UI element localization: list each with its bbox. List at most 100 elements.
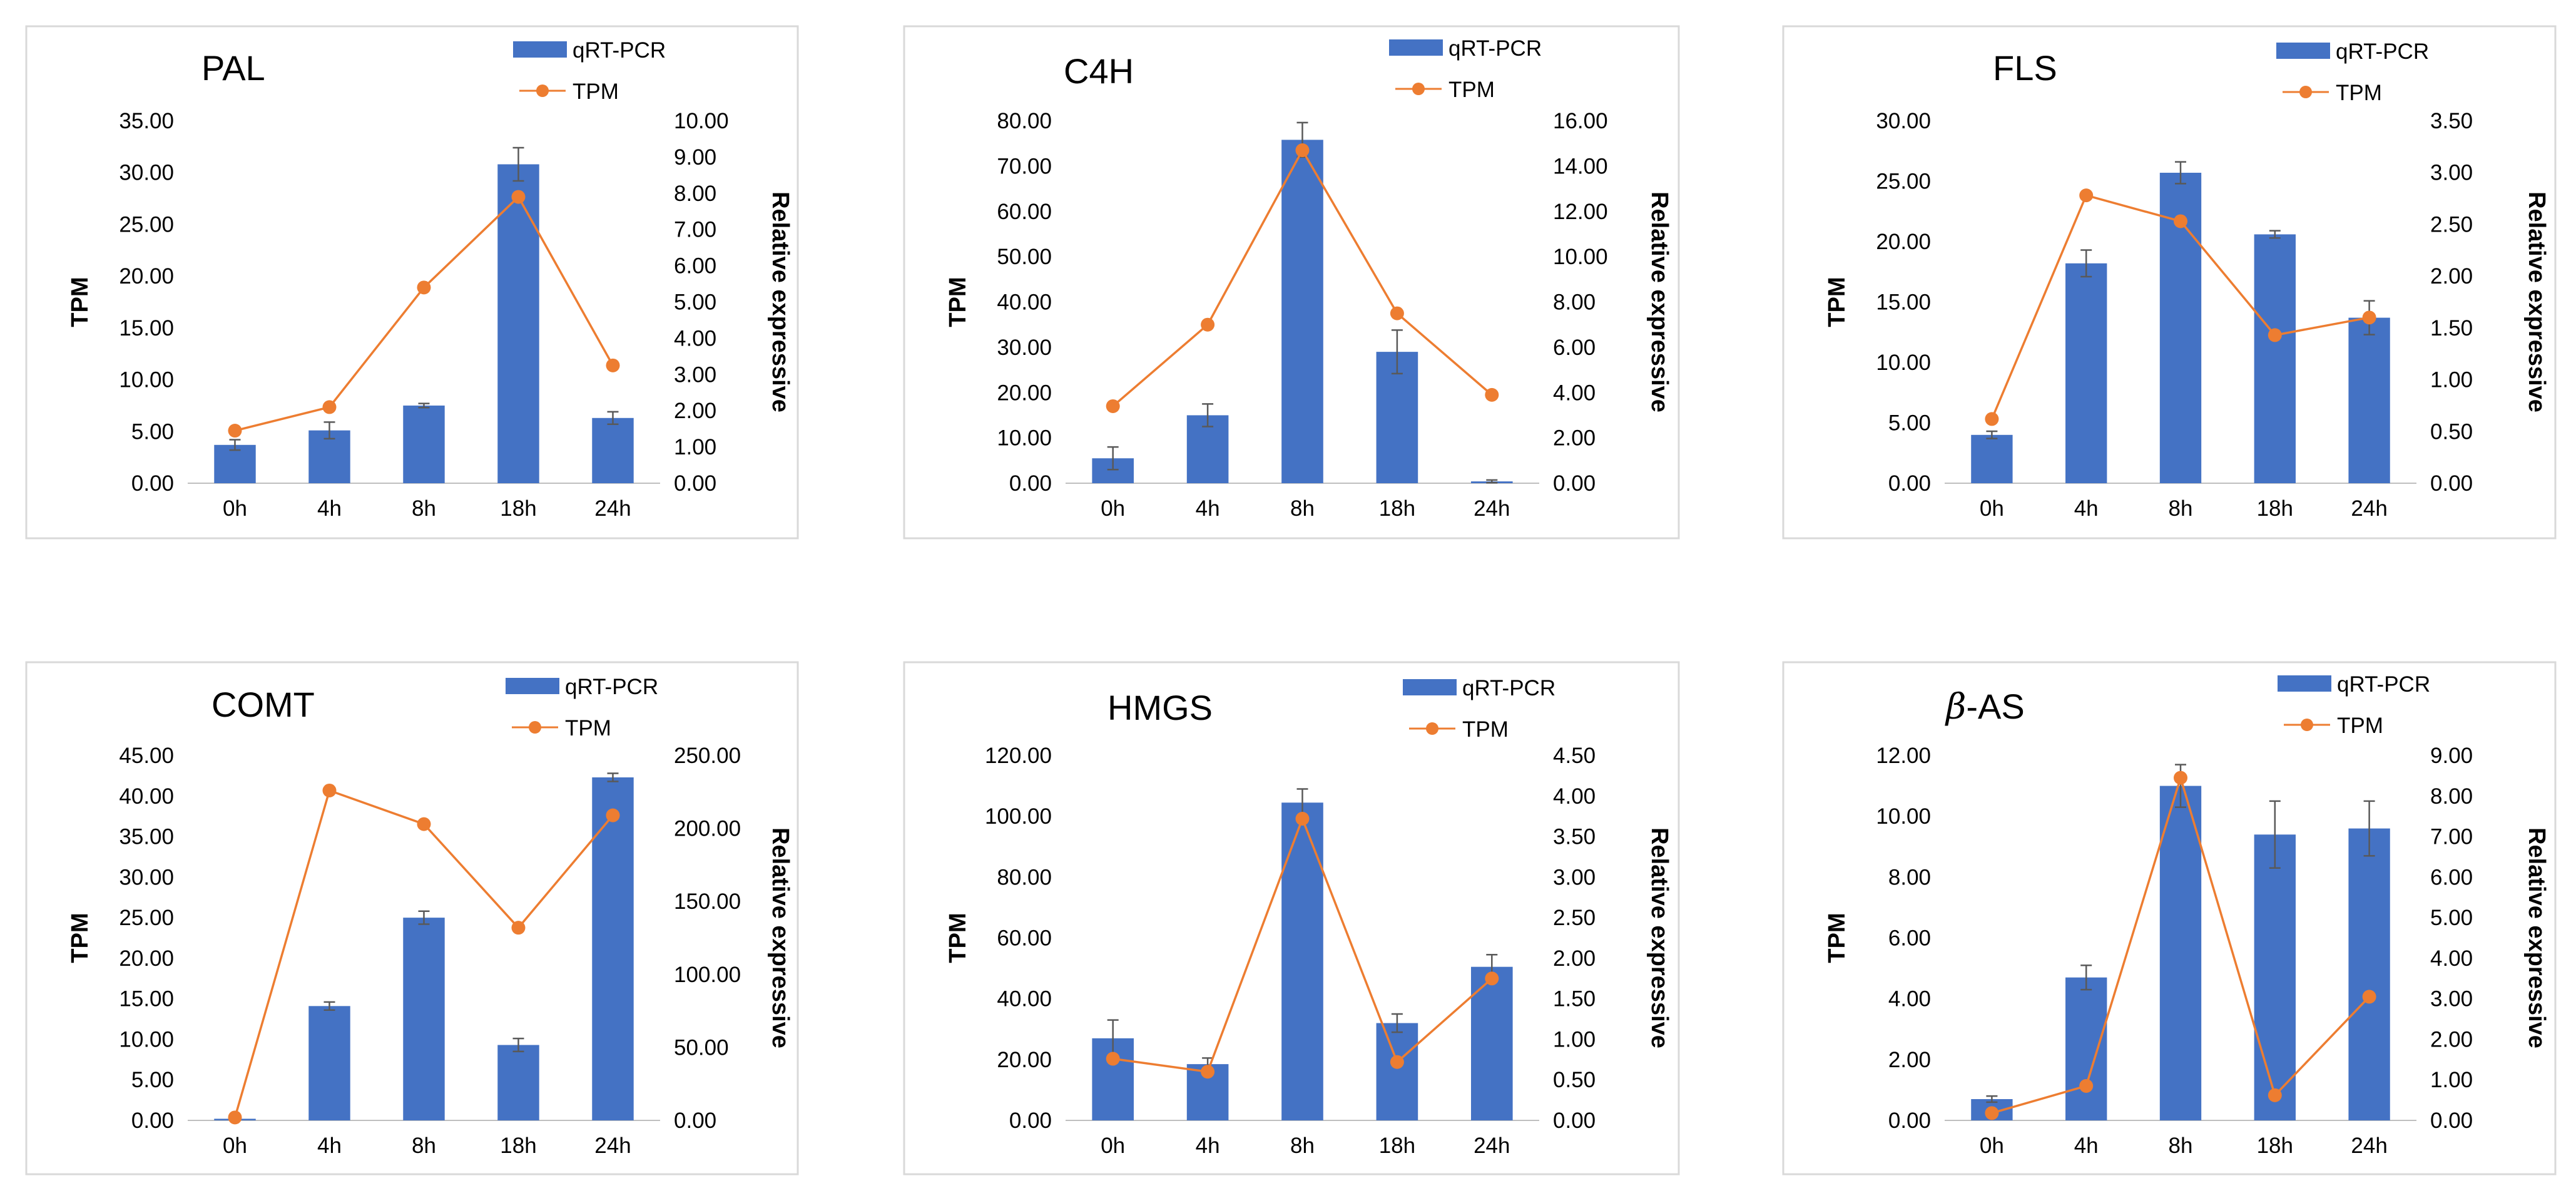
tpm-point-24h bbox=[2362, 310, 2376, 325]
x-tick-label: 8h bbox=[1290, 496, 1315, 521]
legend-bar-swatch bbox=[513, 41, 567, 58]
legend-bar-swatch bbox=[2276, 43, 2330, 59]
y-tick-label: 40.00 bbox=[119, 784, 174, 809]
y-tick-label: 40.00 bbox=[997, 290, 1052, 315]
y-tick-label: 40.00 bbox=[997, 987, 1052, 1011]
tpm-point-24h bbox=[2362, 990, 2376, 1004]
legend-line-label: TPM bbox=[2336, 81, 2382, 105]
y2-tick-label: 1.00 bbox=[2430, 368, 2473, 392]
x-tick-label: 8h bbox=[412, 1134, 436, 1158]
y-axis-title: TPM bbox=[1824, 277, 1850, 327]
y-tick-label: 80.00 bbox=[997, 109, 1052, 133]
chart-title: FLS bbox=[1993, 48, 2057, 88]
y2-tick-label: 0.00 bbox=[2430, 1109, 2473, 1133]
y-tick-label: 20.00 bbox=[119, 264, 174, 289]
x-tick-label: 18h bbox=[1379, 496, 1415, 521]
y2-tick-label: 100.00 bbox=[674, 963, 741, 987]
x-tick-label: 0h bbox=[1980, 496, 2004, 521]
y-tick-label: 25.00 bbox=[1876, 170, 1931, 194]
y2-tick-label: 4.50 bbox=[1553, 744, 1596, 768]
y-axis-title: TPM bbox=[945, 277, 971, 327]
tpm-point-18h bbox=[511, 190, 526, 204]
legend-bar-swatch bbox=[1389, 39, 1443, 56]
tpm-point-8h bbox=[1295, 812, 1310, 826]
y-tick-label: 5.00 bbox=[1888, 411, 1931, 436]
y2-tick-label: 0.50 bbox=[1553, 1068, 1596, 1092]
y-axis-title: TPM bbox=[1824, 913, 1850, 963]
legend-line-marker bbox=[2301, 719, 2313, 731]
legend-bar-label: qRT-PCR bbox=[565, 675, 658, 699]
tpm-point-4h bbox=[2079, 1078, 2094, 1093]
legend-line-label: TPM bbox=[565, 716, 611, 740]
y-tick-label: 60.00 bbox=[997, 200, 1052, 224]
legend-bar-swatch bbox=[1403, 679, 1457, 695]
x-tick-label: 24h bbox=[594, 496, 631, 521]
y2-tick-label: 12.00 bbox=[1553, 200, 1608, 224]
y2-tick-label: 1.00 bbox=[674, 435, 716, 459]
y-tick-label: 0.00 bbox=[131, 471, 174, 496]
y-tick-label: 15.00 bbox=[119, 316, 174, 340]
tpm-point-8h bbox=[2174, 771, 2187, 785]
y2-tick-label: 150.00 bbox=[674, 889, 741, 914]
legend-line-marker bbox=[2299, 86, 2312, 98]
y2-tick-label: 50.00 bbox=[674, 1035, 729, 1060]
y-tick-label: 100.00 bbox=[985, 804, 1052, 829]
legend-bar-swatch bbox=[506, 678, 559, 694]
y-tick-label: 10.00 bbox=[1876, 351, 1931, 375]
y-tick-label: 0.00 bbox=[1009, 471, 1052, 496]
bar-18h bbox=[1376, 1023, 1418, 1120]
y-tick-label: 20.00 bbox=[997, 381, 1052, 405]
y-tick-label: 15.00 bbox=[119, 987, 174, 1011]
x-tick-label: 24h bbox=[1474, 1134, 1510, 1158]
y-tick-label: 50.00 bbox=[997, 245, 1052, 269]
y-tick-label: 5.00 bbox=[131, 419, 174, 444]
chart-panel-3: FLS qRT-PCR TPM 0.00 5.00 10.00 15.00 20.00 25.0… bbox=[1782, 25, 2557, 540]
chart-panel-6: β-AS qRT-PCR TPM 0.00 2.00 4.00 6.00 8.00 10.00 1… bbox=[1782, 661, 2557, 1175]
y2-axis-title: Relative expressive bbox=[767, 192, 793, 412]
y-axis-title: TPM bbox=[945, 913, 971, 963]
y-tick-label: 120.00 bbox=[985, 744, 1052, 768]
x-tick-label: 0h bbox=[223, 1134, 247, 1158]
y2-tick-label: 2.00 bbox=[1553, 426, 1596, 451]
y-axis-title: TPM bbox=[67, 913, 93, 963]
y2-tick-label: 8.00 bbox=[1553, 290, 1596, 315]
tpm-point-8h bbox=[1295, 143, 1310, 158]
tpm-point-8h bbox=[2174, 214, 2187, 228]
y-tick-label: 80.00 bbox=[997, 865, 1052, 889]
bar-0h bbox=[1971, 434, 2013, 483]
y2-tick-label: 4.00 bbox=[1553, 381, 1596, 405]
y-tick-label: 2.00 bbox=[1888, 1048, 1931, 1072]
y2-tick-label: 1.50 bbox=[2430, 316, 2473, 340]
y2-tick-label: 8.00 bbox=[674, 182, 716, 206]
x-tick-label: 0h bbox=[1101, 1134, 1125, 1158]
legend-bar-label: qRT-PCR bbox=[2337, 672, 2430, 697]
y-tick-label: 4.00 bbox=[1888, 987, 1931, 1011]
y2-tick-label: 4.00 bbox=[674, 326, 716, 351]
tpm-point-24h bbox=[606, 358, 620, 372]
y2-tick-label: 6.00 bbox=[674, 254, 716, 279]
y2-tick-label: 16.00 bbox=[1553, 109, 1608, 133]
bar-0h bbox=[214, 444, 256, 483]
y2-axis-title: Relative expressive bbox=[767, 827, 793, 1048]
y-tick-label: 60.00 bbox=[997, 926, 1052, 951]
y2-tick-label: 10.00 bbox=[1553, 245, 1608, 269]
y2-tick-label: 250.00 bbox=[674, 744, 741, 768]
x-tick-label: 18h bbox=[2257, 1134, 2293, 1158]
chart-panel-1: PAL qRT-PCR TPM 0.00 5.00 10.00 15.00 20.00 25.0… bbox=[25, 25, 799, 540]
bar-18h bbox=[497, 1045, 539, 1120]
tpm-point-0h bbox=[1106, 1052, 1120, 1066]
y2-tick-label: 200.00 bbox=[674, 817, 741, 841]
tpm-point-24h bbox=[606, 808, 620, 822]
legend-line-label: TPM bbox=[573, 79, 619, 104]
chart-title-italic: β bbox=[1945, 687, 1966, 727]
y-tick-label: 70.00 bbox=[997, 154, 1052, 178]
bar-4h bbox=[308, 1006, 350, 1120]
tpm-point-8h bbox=[417, 280, 431, 295]
y2-axis-title: Relative expressive bbox=[1646, 192, 1672, 412]
legend-line-marker bbox=[536, 84, 549, 97]
legend-bar-label: qRT-PCR bbox=[573, 38, 666, 63]
bar-8h bbox=[1281, 802, 1323, 1120]
x-tick-label: 0h bbox=[1980, 1134, 2004, 1158]
y-tick-label: 10.00 bbox=[119, 368, 174, 392]
